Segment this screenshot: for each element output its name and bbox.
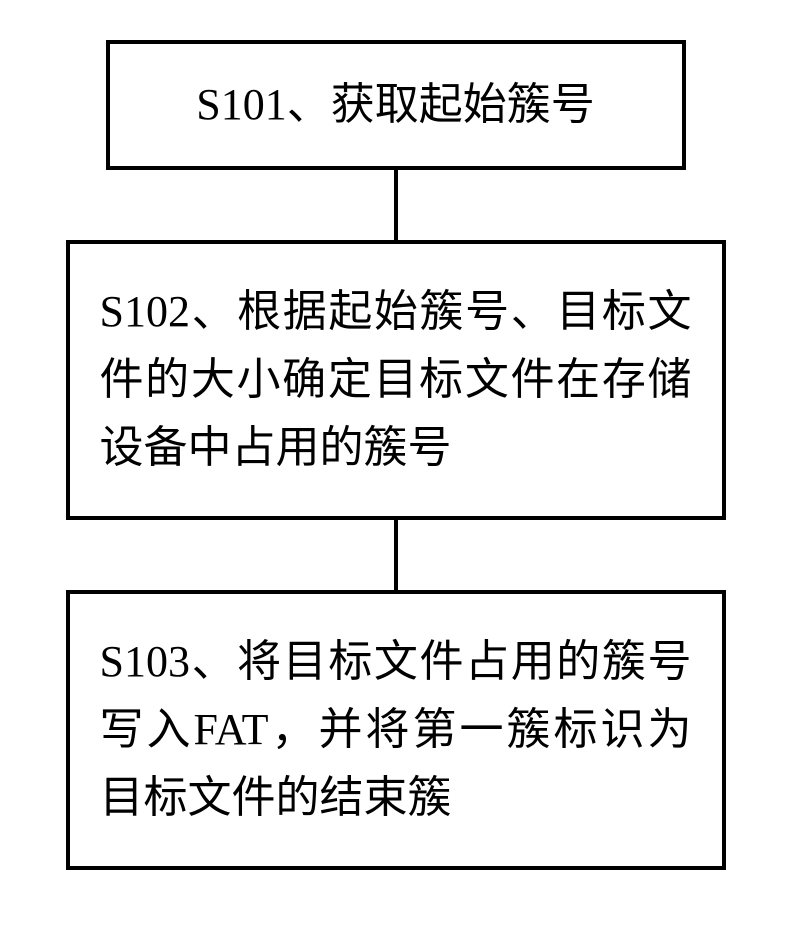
flow-step-s102-text: S102、根据起始簇号、目标文件的大小确定目标文件在存储设备中占用的簇号 <box>100 278 692 483</box>
flow-step-s102: S102、根据起始簇号、目标文件的大小确定目标文件在存储设备中占用的簇号 <box>66 240 726 520</box>
flow-step-s101-text: S101、获取起始簇号 <box>196 71 594 139</box>
flow-step-s103-text: S103、将目标文件占用的簇号写入FAT，并将第一簇标识为目标文件的结束簇 <box>100 628 692 833</box>
flow-step-s103: S103、将目标文件占用的簇号写入FAT，并将第一簇标识为目标文件的结束簇 <box>66 590 726 870</box>
flow-connector-2 <box>394 520 398 590</box>
flowchart-container: S101、获取起始簇号 S102、根据起始簇号、目标文件的大小确定目标文件在存储… <box>0 0 791 870</box>
flow-step-s101: S101、获取起始簇号 <box>106 40 686 170</box>
flow-connector-1 <box>394 170 398 240</box>
